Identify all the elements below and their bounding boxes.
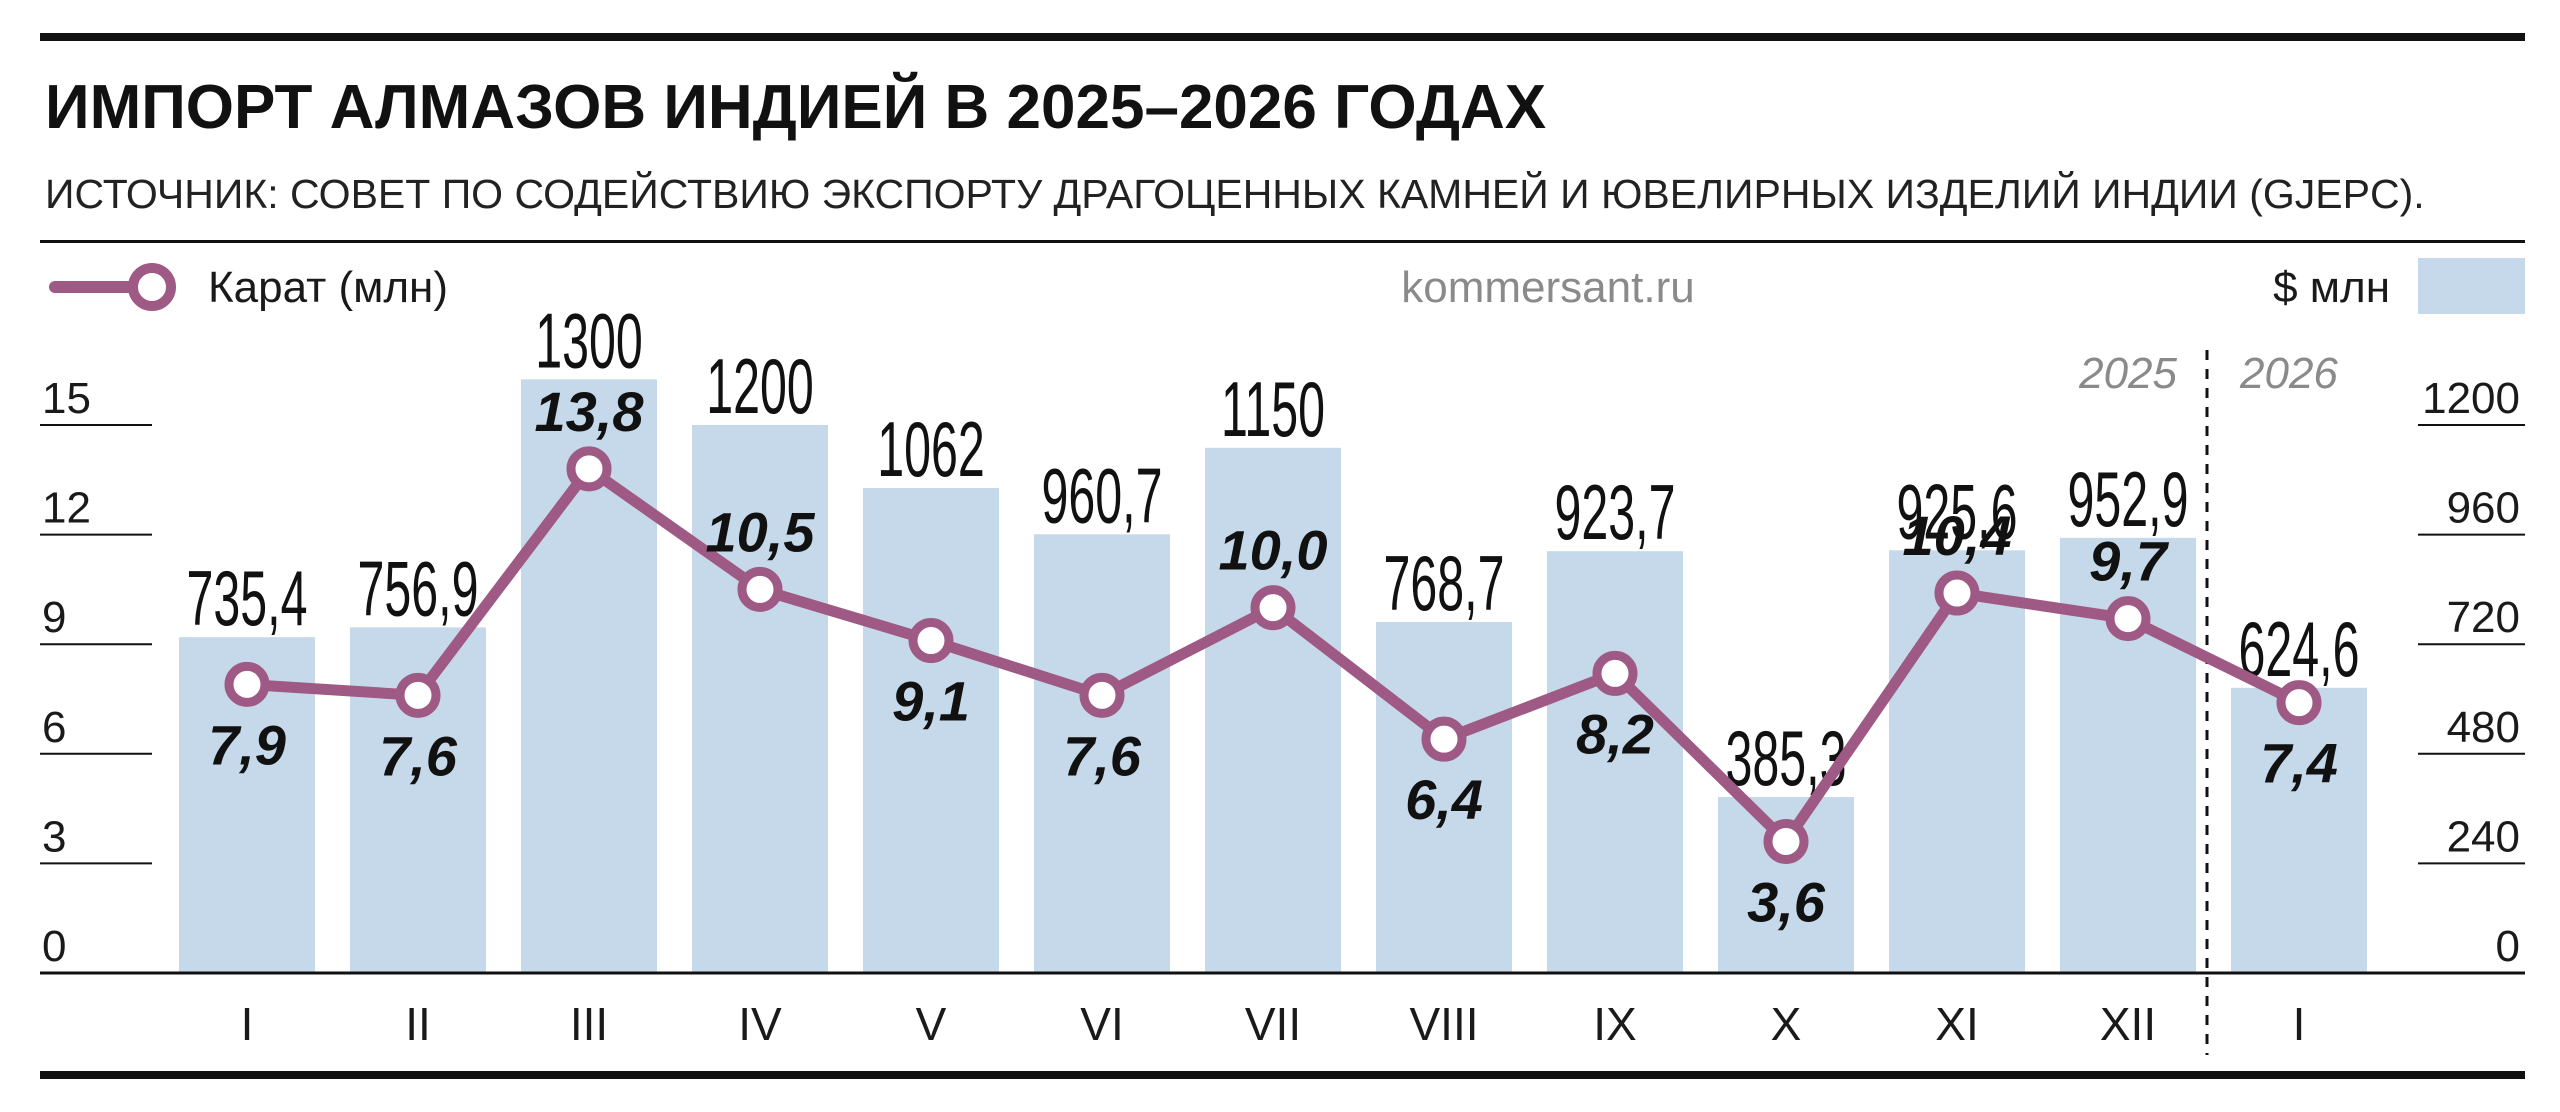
carat-line-series (224, 446, 2322, 864)
right-tick-label: 0 (2496, 922, 2520, 971)
bar (692, 425, 828, 973)
bar-value-label: 1150 (1221, 365, 1325, 453)
left-tick-label: 15 (42, 374, 91, 423)
watermark: kommersant.ru (1401, 263, 1694, 312)
bar (1205, 447, 1341, 973)
bar (2231, 687, 2367, 973)
carat-point (2276, 680, 2322, 726)
left-tick-label: 9 (42, 593, 66, 642)
carat-value-label: 10,0 (1219, 519, 1328, 582)
bar-value-label: 1062 (877, 405, 985, 493)
line-value-labels: 7,9 7,6 13,8 10,5 9,1 7,6 10,0 6,4 8,2 3,6 10,4 9,7… (208, 380, 2338, 934)
chart-subtitle: ИСТОЧНИК: СОВЕТ ПО СОДЕЙСТВИЮ ЭКСПОРТУ Д… (45, 171, 2425, 217)
carat-value-label: 10,4 (1903, 504, 2012, 567)
bar-value-label: 756,9 (358, 544, 479, 632)
carat-value-label: 9,7 (2089, 530, 2170, 593)
subtitle-rule (40, 240, 2525, 243)
carat-value-label: 9,1 (892, 670, 970, 733)
month-label: X (1771, 998, 1802, 1050)
month-label: VI (1080, 998, 1123, 1050)
bar (1547, 551, 1683, 973)
carat-point (224, 661, 270, 707)
year-label-2025: 2025 (2078, 349, 2177, 398)
carat-value-label: 7,6 (1063, 724, 1142, 787)
month-label: IX (1593, 998, 1636, 1050)
chart-title: ИМПОРТ АЛМАЗОВ ИНДИЕЙ В 2025–2026 ГОДАХ (45, 72, 1546, 142)
bar-value-label: 960,7 (1042, 451, 1163, 539)
month-label: III (570, 998, 608, 1050)
carat-point (1934, 570, 1980, 616)
bar (863, 488, 999, 973)
legend-line-label: Карат (млн) (208, 263, 448, 312)
bar-value-label: 1300 (535, 296, 643, 384)
carat-point (1250, 585, 1296, 631)
year-label-2026: 2026 (2239, 349, 2338, 398)
bar-value-label: 1200 (706, 342, 814, 430)
month-label: I (2293, 998, 2306, 1050)
right-axis: 0 240 480 720 960 1200 (2418, 374, 2525, 971)
right-tick-label: 960 (2447, 484, 2520, 533)
left-axis: 0 3 6 9 12 15 (40, 374, 152, 971)
bar (1376, 621, 1512, 973)
bar-value-label: 923,7 (1555, 468, 1676, 556)
bar-value-label: 735,4 (187, 554, 308, 642)
left-tick-label: 0 (42, 922, 66, 971)
right-tick-label: 1200 (2422, 374, 2520, 423)
right-tick-label: 720 (2447, 593, 2520, 642)
bottom-rule (40, 1071, 2525, 1079)
carat-value-label: 7,4 (2260, 732, 2338, 795)
carat-point (1079, 672, 1125, 718)
carat-value-label: 3,6 (1747, 870, 1826, 933)
carat-value-label: 10,5 (706, 500, 816, 563)
month-labels: I II III IV V VI VII VIII IX X XI XII I (241, 998, 2306, 1050)
bar (1889, 550, 2025, 973)
month-label: XI (1935, 998, 1978, 1050)
right-tick-label: 240 (2447, 812, 2520, 861)
bar (1034, 534, 1170, 973)
carat-point (737, 566, 783, 612)
legend-line-marker (128, 263, 176, 311)
carat-value-label: 6,4 (1405, 768, 1483, 831)
bar-value-label: 768,7 (1384, 539, 1505, 627)
month-label: IV (738, 998, 782, 1050)
carat-point (1763, 818, 1809, 864)
carat-point (395, 672, 441, 718)
carat-point (908, 618, 954, 664)
right-tick-label: 480 (2447, 703, 2520, 752)
left-tick-label: 3 (42, 812, 66, 861)
legend-bar-label: $ млн (2273, 263, 2390, 312)
carat-point (1421, 716, 1467, 762)
legend-bar-swatch (2418, 258, 2525, 314)
carat-point (566, 446, 612, 492)
legend-bar-item: $ млн (2273, 258, 2525, 314)
month-label: VIII (1409, 998, 1478, 1050)
top-rule (40, 33, 2525, 41)
bar-series (179, 379, 2367, 973)
bar-value-label: 952,9 (2068, 455, 2189, 543)
month-label: V (916, 998, 947, 1050)
carat-value-label: 8,2 (1576, 702, 1654, 765)
month-label: II (405, 998, 431, 1050)
left-tick-label: 12 (42, 484, 91, 533)
month-label: XII (2100, 998, 2156, 1050)
month-label: VII (1245, 998, 1301, 1050)
carat-value-label: 7,6 (379, 724, 458, 787)
bar-value-labels: 735,4 756,9 1300 1200 1062 960,7 1150 768,7 923,… (187, 296, 2360, 801)
carat-point (1592, 650, 1638, 696)
legend-line-item: Карат (млн) (49, 263, 448, 312)
carat-value-label: 7,9 (208, 713, 286, 776)
carat-point (2105, 596, 2151, 642)
month-label: I (241, 998, 254, 1050)
bar-value-label: 925,6 (1897, 467, 2018, 555)
carat-value-label: 13,8 (535, 380, 645, 443)
left-tick-label: 6 (42, 703, 66, 752)
